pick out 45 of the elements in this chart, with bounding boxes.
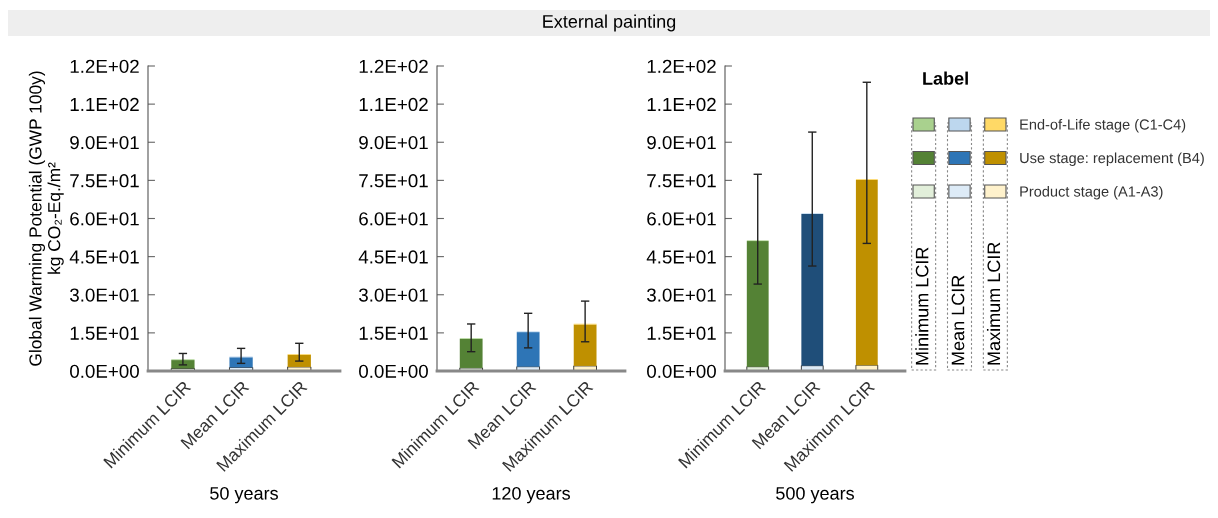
y-tick-label: 9.0E+01 [70,135,139,150]
y-tick-label: 1.2E+02 [70,59,139,73]
y-tick-label: 3.0E+01 [647,288,716,302]
y-tick-label: 4.5E+01 [646,250,716,264]
legend-label: Product stage (A1-A3) [1020,185,1163,200]
y-tick-label: 4.5E+01 [358,250,428,264]
bar [855,179,878,366]
y-tick-label: 3.0E+01 [359,288,428,302]
y-tick-label: 4.5E+01 [69,250,139,264]
x-axis-title: 120 years [492,486,570,504]
y-tick-label: 7.5E+01 [647,174,716,188]
y-tick-label: 6.0E+01 [647,212,716,226]
y-tick-label: 1.1E+02 [359,97,428,112]
y-tick-label: 1.5E+01 [359,326,428,340]
bar [516,332,540,367]
y-tick-label: 1.1E+02 [647,97,716,112]
y-tick-label: 0.0E+00 [359,364,428,378]
y-tick-label: 9.0E+01 [647,135,716,150]
chart-title: External painting [543,14,676,32]
legend-label: End-of-Life stage (C1-C4) [1020,118,1186,133]
y-tick-label: 1.1E+02 [70,97,139,112]
y-tick-label: 1.5E+01 [70,326,139,340]
y-tick-label: 9.0E+01 [359,135,428,150]
y-tick-label: 3.0E+01 [70,288,139,302]
y-tick-label: 1.5E+01 [647,326,716,340]
category-label: Maximum LCIR [986,242,1001,365]
y-tick-label: 0.0E+00 [647,364,716,378]
y-tick-label: 6.0E+01 [70,212,139,226]
legend-label: Use stage: replacement (B4) [1020,152,1204,167]
bar [573,324,597,366]
bar [801,213,824,366]
y-tick-label: 7.5E+01 [70,174,139,188]
legend-title: Label [923,71,968,85]
x-axis-title: 500 years [776,486,854,504]
y-tick-label: 1.2E+02 [647,59,716,73]
category-label: Mean LCIR [951,275,965,365]
y-tick-label: 7.5E+01 [359,174,428,188]
y-tick-label: 0.0E+00 [70,364,139,378]
bar [746,241,769,367]
y-axis-title: Global Warming Potential (GWP 100y) kg CO₂-Eq./m² [28,71,64,366]
x-axis-title: 50 years [210,486,278,504]
y-tick-label: 1.2E+02 [359,59,428,73]
bar [459,338,483,368]
y-tick-label: 6.0E+01 [359,212,428,226]
category-label: Minimum LCIR [915,247,929,365]
